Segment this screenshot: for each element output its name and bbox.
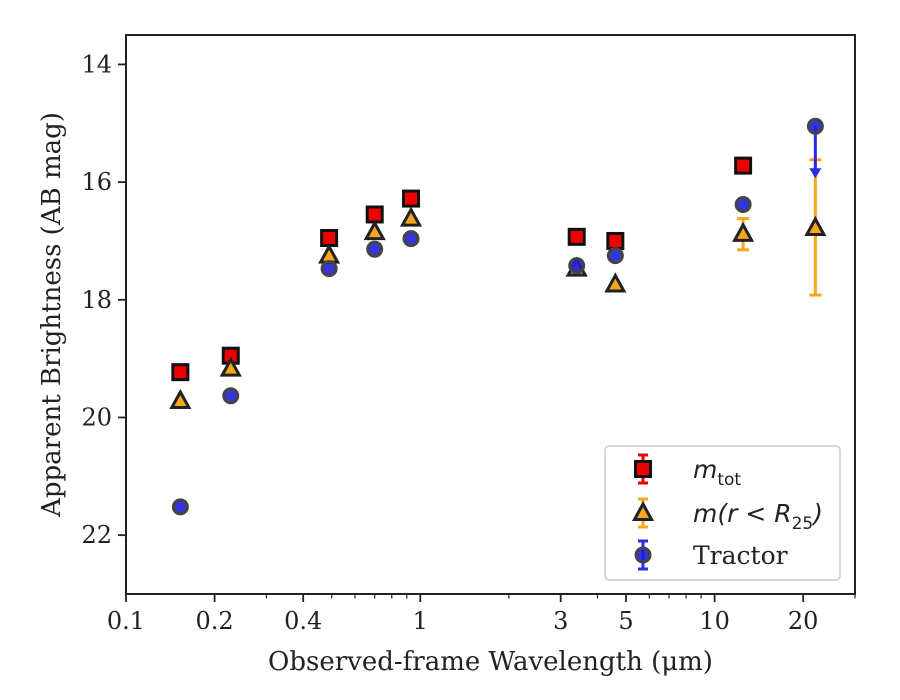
data-point <box>567 227 586 246</box>
legend-label: m(r < R25) <box>693 499 823 534</box>
data-point <box>402 230 420 248</box>
data-point <box>732 221 755 242</box>
axes: 0.1 0.2 0.4 1 3 5 10 20 14 16 18 20 22 <box>81 50 856 635</box>
x-tick-label: 0.2 <box>196 607 234 635</box>
legend-entry-mtot: mtot <box>634 453 741 490</box>
data-point <box>402 189 421 208</box>
y-tick-label: 20 <box>81 403 112 431</box>
data-point <box>171 363 190 382</box>
data-point <box>366 240 384 258</box>
x-tick-label: 10 <box>699 607 730 635</box>
x-tick-label: 5 <box>618 607 633 635</box>
data-point <box>222 387 240 405</box>
legend-label: mtot <box>693 455 741 490</box>
data-point <box>604 272 627 293</box>
data-point <box>171 498 189 516</box>
legend-marker <box>631 500 655 521</box>
legend-label: Tractor <box>693 541 788 570</box>
series-tractor <box>171 117 824 516</box>
x-tick-label: 20 <box>788 607 819 635</box>
y-tick-label: 18 <box>81 286 112 314</box>
y-tick-label: 14 <box>81 50 112 78</box>
y-tick-label: 22 <box>81 521 112 549</box>
series-mtot <box>171 156 753 382</box>
data-point <box>806 117 824 135</box>
data-point <box>399 206 423 227</box>
y-tick-label: 16 <box>81 168 112 196</box>
data-point <box>734 156 753 175</box>
x-tick-label: 0.1 <box>107 607 145 635</box>
data-point <box>734 195 752 213</box>
legend-box <box>604 445 841 581</box>
legend-marker <box>634 460 652 478</box>
data-marks <box>169 117 827 516</box>
data-point <box>363 220 386 241</box>
legend-entry-mr25: m(r < R25) <box>631 497 823 534</box>
x-tick-label: 1 <box>413 607 428 635</box>
data-point <box>568 257 586 275</box>
x-axis-label: Observed-frame Wavelength (μm) <box>268 647 713 677</box>
data-point <box>320 229 339 248</box>
upper-limit-arrow <box>809 168 822 179</box>
legend-marker <box>634 546 652 564</box>
legend-entry-tractor: Tractor <box>634 539 788 571</box>
data-point <box>169 388 192 409</box>
data-point <box>606 231 625 250</box>
data-point <box>219 356 242 377</box>
y-axis-label: Apparent Brightness (AB mag) <box>37 112 67 518</box>
x-tick-label: 3 <box>553 607 568 635</box>
data-point <box>606 247 624 265</box>
data-point <box>804 215 827 236</box>
data-point <box>320 260 338 278</box>
data-point <box>365 205 384 224</box>
x-tick-label: 0.4 <box>284 607 322 635</box>
legend: mtot m(r < R25) Tractor <box>604 445 841 581</box>
